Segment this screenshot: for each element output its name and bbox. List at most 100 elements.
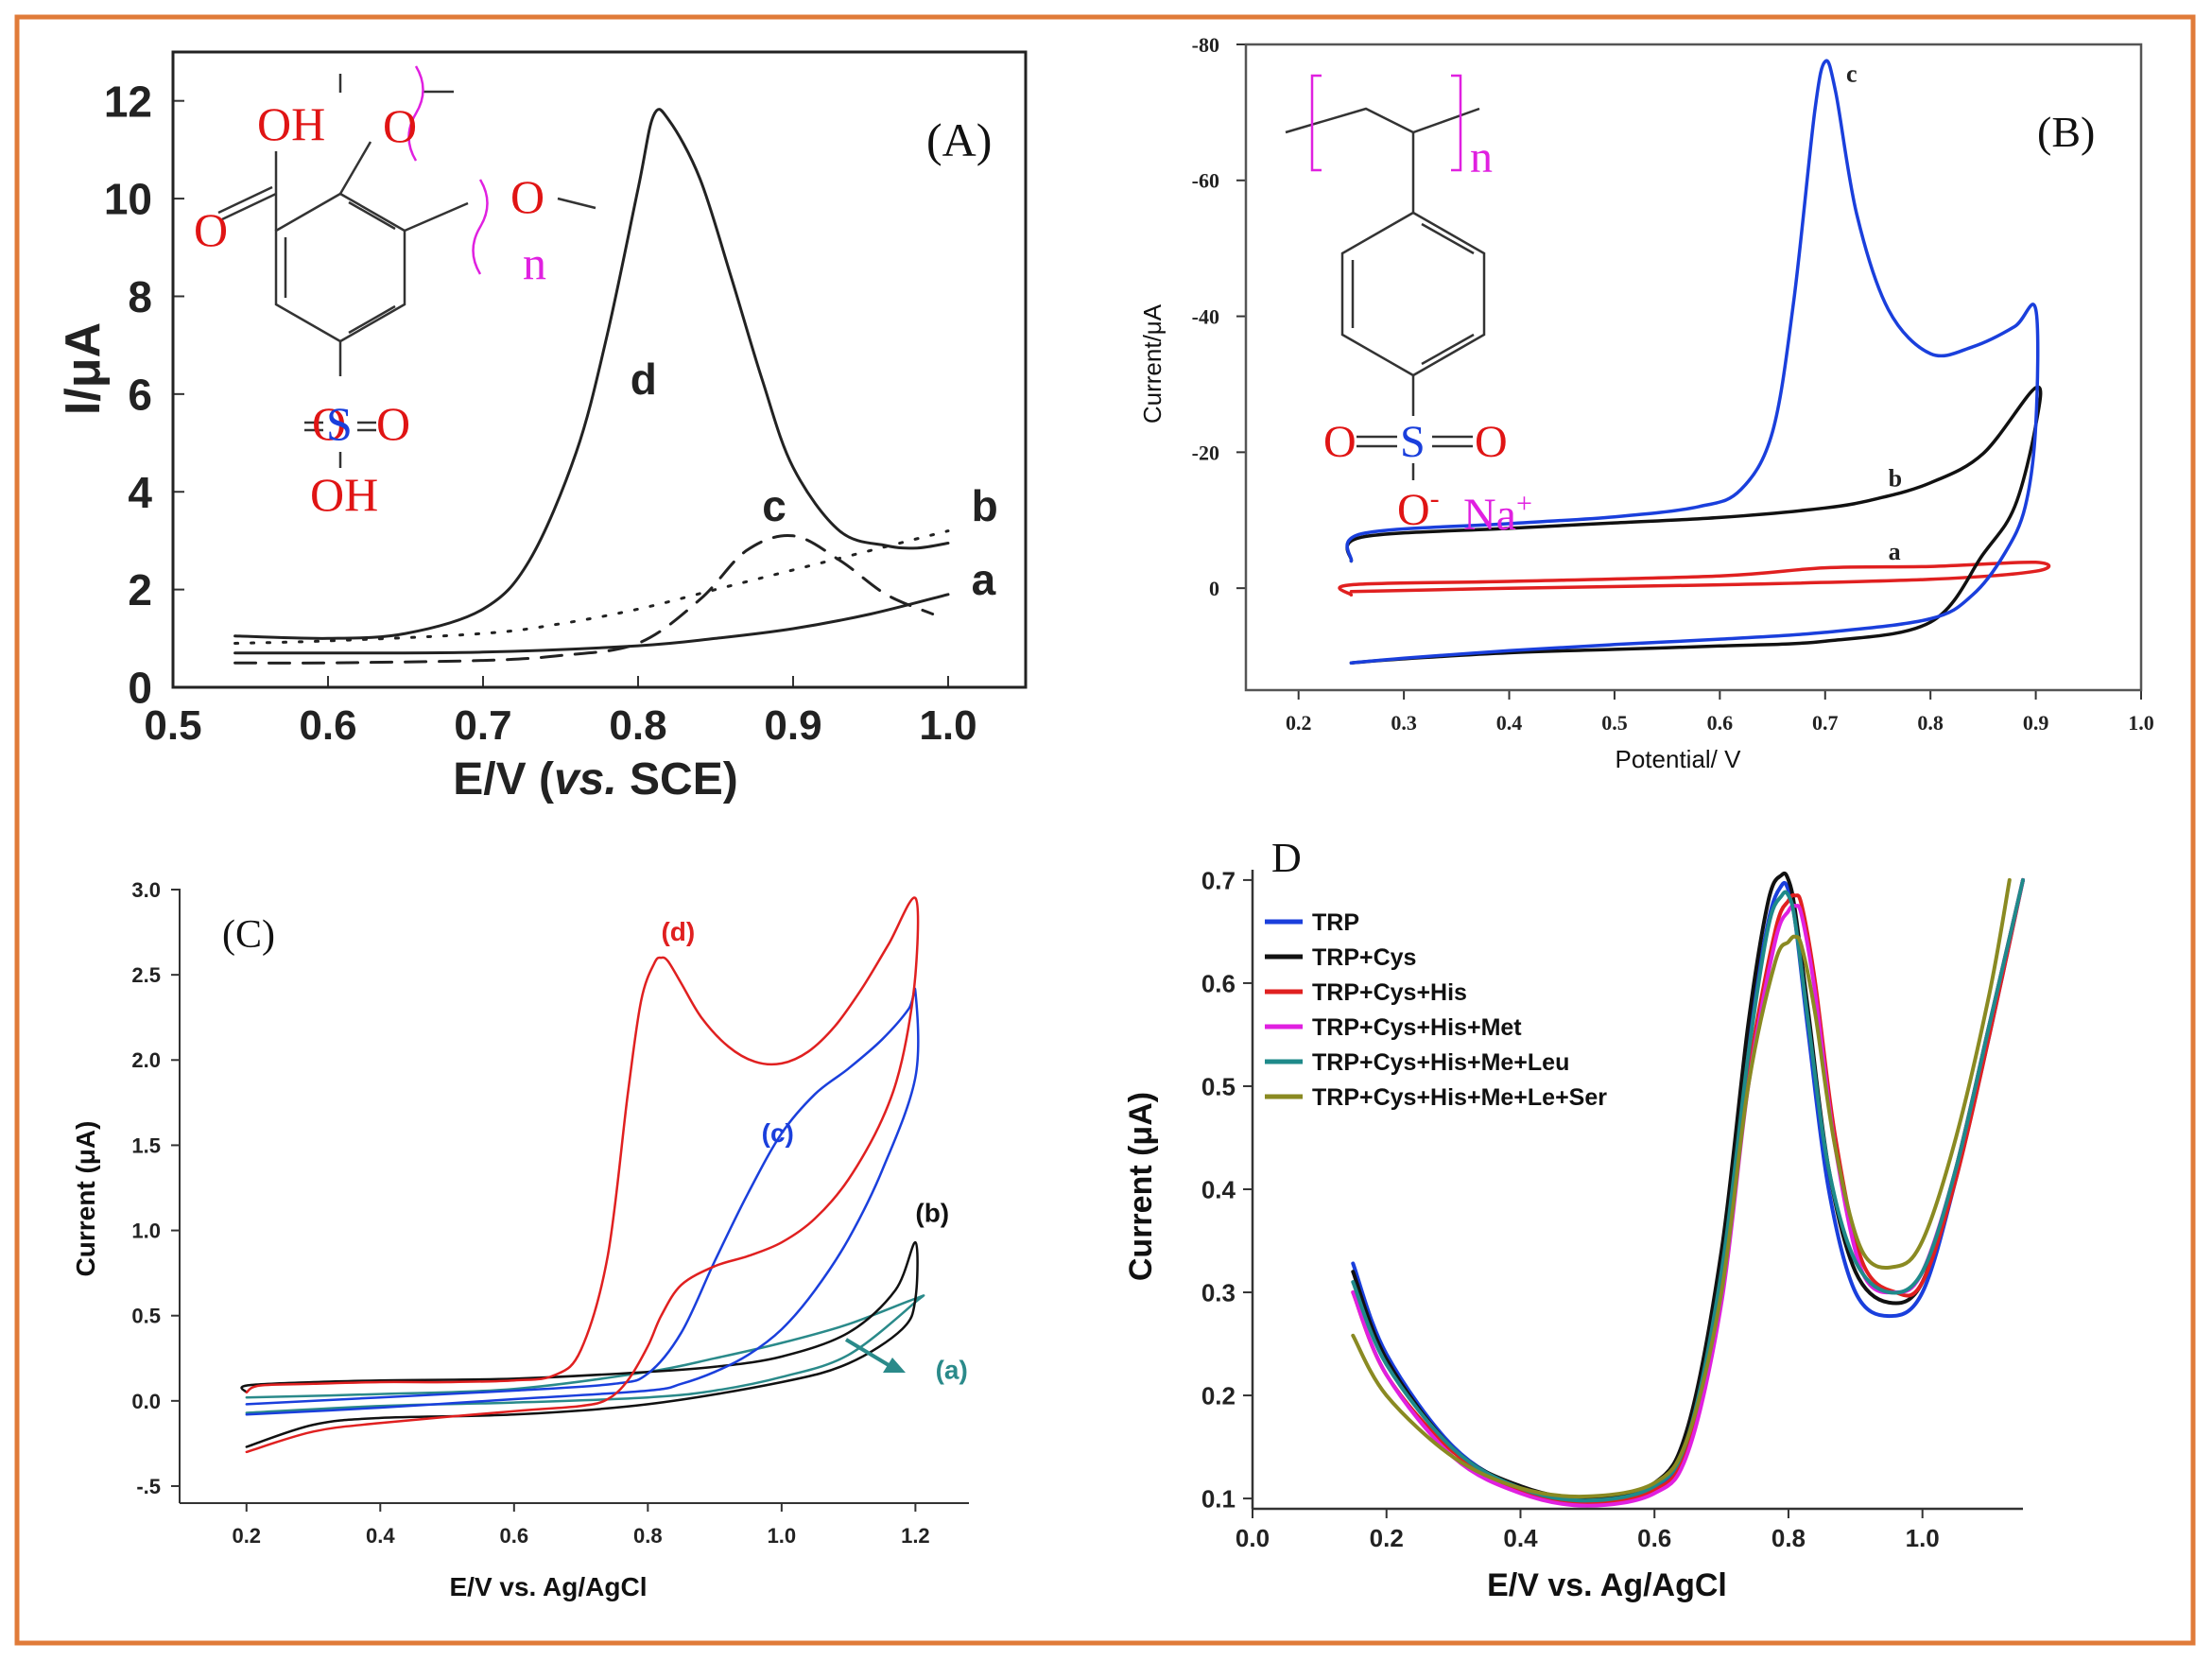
panel-c-series-a bbox=[245, 1294, 925, 1414]
panel-a-oh-top: OH bbox=[257, 97, 325, 150]
panel-b-curve-label: b bbox=[1889, 464, 1902, 492]
panel-b-series-b bbox=[1345, 385, 2043, 665]
panel-b-o-minus: O- bbox=[1397, 483, 1440, 535]
panel-a-curve-label: c bbox=[762, 481, 786, 530]
panel-d-x-tick-label: 0.2 bbox=[1370, 1524, 1404, 1552]
panel-d-x-tick-label: 0.6 bbox=[1637, 1524, 1671, 1552]
panel-c-y-tick-label: 1.5 bbox=[131, 1133, 161, 1157]
panel-b-sulfonyl-o-right: O bbox=[1475, 417, 1508, 467]
panel-d-x-tick-label: 1.0 bbox=[1906, 1524, 1940, 1552]
panel-d-y-tick-label: 0.3 bbox=[1201, 1278, 1236, 1306]
panel-b-x-tick-label: 1.0 bbox=[2128, 711, 2154, 735]
panel-d-legend-label: TRP+Cys+His+Met bbox=[1312, 1014, 1522, 1041]
panel-c-series-b bbox=[240, 1240, 919, 1448]
panel-a-curve-label: a bbox=[972, 555, 996, 604]
panel-c-y-tick-label: 2.5 bbox=[131, 963, 161, 987]
panel-a-repeat-n: n bbox=[523, 236, 546, 289]
panel-a-x-tick-label: 0.8 bbox=[609, 702, 666, 749]
panel-a-y-tick-label: 0 bbox=[128, 664, 152, 713]
panel-a-y-tick-label: 12 bbox=[104, 77, 152, 126]
panel-d-legend-label: TRP+Cys+His bbox=[1312, 979, 1467, 1006]
panel-b-plot-frame bbox=[1244, 43, 2143, 692]
panel-a-label: (A) bbox=[926, 113, 992, 166]
panel-d-label: D bbox=[1271, 835, 1302, 881]
panel-b-x-tick-label: 0.8 bbox=[1917, 711, 1944, 735]
panel-c-x-tick-label: 0.6 bbox=[500, 1524, 529, 1548]
panel-b-ring-double-bond bbox=[1421, 333, 1475, 366]
panel-a-molecule bbox=[217, 65, 596, 468]
panel-c-y-axis-title: Current (μA) bbox=[71, 1121, 100, 1277]
panel-c-y-tick-label: 0.0 bbox=[131, 1390, 161, 1413]
panel-b-sodium: Na+ bbox=[1463, 488, 1532, 540]
panel-b-x-axis-title: Potential/ V bbox=[1616, 745, 1742, 773]
panel-a-plot-frame bbox=[171, 50, 1028, 689]
panel-d-series-trp-cys-his bbox=[1351, 877, 2025, 1506]
panel-d-series-trp bbox=[1351, 877, 2025, 1504]
panel-d-x-axis-title: E/V vs. Ag/AgCl bbox=[1487, 1567, 1727, 1603]
panel-c-label: (C) bbox=[222, 913, 275, 957]
panel-c: 0.2 0.4 0.6 0.8 1.0 1.2 -.5 0.0 0.5 1.0 1.5 2.0 2.5 3… bbox=[71, 878, 969, 1601]
panel-d-legend-label: TRP bbox=[1312, 909, 1359, 936]
panel-d-legend: TRP TRP+Cys TRP+Cys+His TRP+Cys+His+Met TRP+… bbox=[1265, 909, 1607, 1111]
panel-c-curve-label: (a) bbox=[936, 1355, 968, 1384]
panel-b-ring-double-bond bbox=[1421, 222, 1475, 255]
panel-a: 0.5 0.6 0.7 0.8 0.9 1.0 0 2 4 6 8 10 12 d c ba (A) E/V … bbox=[56, 50, 1028, 805]
panel-d-y-tick-label: 0.6 bbox=[1201, 969, 1236, 997]
panel-d-legend-label: TRP+Cys+His+Me+Le+Ser bbox=[1312, 1084, 1607, 1111]
panel-a-x-axis-title-prefix: E/V ( bbox=[453, 754, 554, 805]
panel-a-bond bbox=[557, 197, 596, 210]
panel-c-arrow-head-a bbox=[883, 1358, 906, 1373]
panel-b-curve-label: c bbox=[1846, 61, 1858, 88]
panel-a-x-tick-label: 0.6 bbox=[299, 702, 356, 749]
panel-b-molecule-labels: n O S O O- Na+ bbox=[1323, 132, 1532, 540]
panel-a-x-tick-label: 0.5 bbox=[144, 702, 201, 749]
panel-a-ether-o1: O bbox=[383, 99, 417, 152]
panel-b-curve-label: a bbox=[1889, 538, 1901, 565]
panel-a-y-axis-title: I/μA bbox=[56, 322, 111, 415]
panel-a-bond bbox=[217, 185, 273, 215]
panel-c-y-tick-label: 0.5 bbox=[131, 1305, 161, 1328]
panel-c-x-tick-label: 1.0 bbox=[768, 1524, 797, 1548]
panel-b-repeat-n: n bbox=[1470, 132, 1493, 182]
panel-c-series-d bbox=[245, 896, 920, 1454]
panel-d-y-tick-label: 0.4 bbox=[1201, 1175, 1236, 1203]
panel-b-polymer-bracket bbox=[1451, 74, 1462, 172]
panel-b-x-tick-label: 0.9 bbox=[2023, 711, 2049, 735]
panel-c-y-tick-label: 2.0 bbox=[131, 1048, 161, 1072]
panel-b-molecule bbox=[1285, 74, 1486, 480]
panel-d: 0.0 0.2 0.4 0.6 0.8 1.00.10.20.30.40.50.60.7 … bbox=[1123, 835, 2025, 1603]
panel-d-y-tick-label: 0.1 bbox=[1201, 1484, 1236, 1513]
panel-d-x-tick-label: 0.0 bbox=[1236, 1524, 1270, 1552]
figure-frame bbox=[14, 14, 2196, 1646]
panel-a-polymer-bracket bbox=[472, 179, 489, 275]
panel-c-curve-label: (d) bbox=[661, 917, 695, 946]
panel-b-y-tick-label: -20 bbox=[1192, 441, 1219, 464]
panel-a-sulfur: S bbox=[326, 397, 353, 450]
panel-a-sulfonyl-o-left: O bbox=[312, 397, 346, 450]
panel-b-x-tick-label: 0.2 bbox=[1286, 711, 1312, 735]
panel-a-oh-bottom: OH bbox=[310, 468, 378, 521]
panel-c-x-tick-label: 0.2 bbox=[232, 1524, 261, 1548]
panel-a-ring-double-bond bbox=[348, 200, 396, 231]
panel-a-series-b bbox=[233, 529, 950, 645]
panel-b-x-tick-label: 0.6 bbox=[1707, 711, 1734, 735]
panel-c-y-tick-label: 1.0 bbox=[131, 1219, 161, 1242]
panel-a-x-tick-label: 0.7 bbox=[454, 702, 511, 749]
panel-a-bond bbox=[338, 141, 372, 195]
panel-c-y-tick-label: 3.0 bbox=[131, 878, 161, 902]
panel-b-y-tick-label: -60 bbox=[1192, 169, 1219, 193]
panel-b-y-axis-title: Current/μA bbox=[1138, 303, 1166, 424]
panel-c-y-tick-label: -.5 bbox=[136, 1475, 161, 1498]
panel-a-carbonyl-o: O bbox=[194, 203, 228, 256]
panel-d-series-trp-cys-his-met bbox=[1351, 877, 2025, 1508]
panel-b-x-tick-label: 0.3 bbox=[1391, 711, 1417, 735]
panel-b-y-tick-label: -40 bbox=[1192, 304, 1219, 328]
panel-a-x-axis-title: E/V (vs. SCE) bbox=[453, 754, 737, 805]
panel-a-y-tick-label: 10 bbox=[104, 175, 152, 224]
panel-d-legend-label: TRP+Cys bbox=[1312, 944, 1416, 971]
panel-b-series-a bbox=[1338, 560, 2051, 597]
panel-d-series-trp-cys-his-me-le-ser bbox=[1351, 877, 2012, 1499]
panel-a-curve-label: d bbox=[631, 355, 657, 404]
panel-a-molecule-labels: OH O O O n O S O OH bbox=[194, 97, 546, 521]
